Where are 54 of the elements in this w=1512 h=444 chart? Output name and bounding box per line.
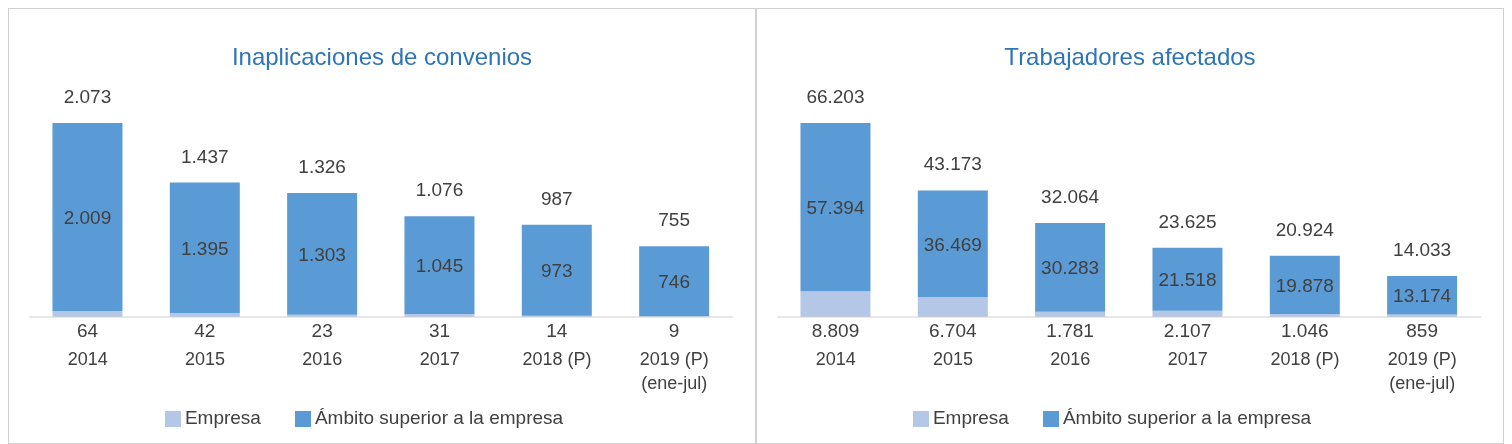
total-label: 43.173 [923, 153, 982, 175]
total-label: 1.437 [181, 145, 229, 167]
x-tick-label: 2015 [184, 349, 226, 369]
data-label: 6.704 [929, 320, 978, 341]
x-tick-label: 2019 (P) (ene-jul) [639, 349, 709, 393]
legend-label: Empresa [184, 407, 261, 428]
x-tick-label: 2016 [302, 349, 343, 369]
x-tick-label: 2018 (P) [522, 349, 592, 369]
data-label: 1.045 [415, 255, 464, 277]
total-label: 23.625 [1158, 210, 1217, 232]
x-tick-label: 2014 [815, 349, 856, 369]
x-tick-label: 2016 [1050, 349, 1091, 369]
total-label: 32.064 [1041, 186, 1100, 208]
x-tick-label: 2014 [67, 349, 108, 369]
data-label: 2.009 [63, 207, 112, 229]
x-tick-label: 2017 [419, 349, 460, 369]
total-label: 987 [540, 187, 573, 209]
data-label: 57.394 [806, 197, 865, 219]
data-label: 1.395 [181, 237, 229, 259]
x-tick-label: 2015 [932, 349, 974, 369]
data-label: 973 [540, 260, 573, 282]
x-tick-label: 2018 (P) [1270, 349, 1340, 369]
data-label: 1.781 [1046, 320, 1094, 341]
total-label: 1.076 [415, 179, 464, 201]
data-label: 64 [76, 320, 99, 341]
total-label: 20.924 [1275, 218, 1335, 240]
total-label: 14.033 [1393, 238, 1452, 260]
data-label: 30.283 [1041, 257, 1100, 279]
total-label: 66.203 [806, 86, 865, 107]
x-tick-label: 2017 [1167, 349, 1208, 369]
total-label: 1.326 [298, 155, 346, 177]
data-label: 859 [1406, 320, 1438, 341]
x-tick-label: 2019 (P) (ene-jul) [1387, 349, 1457, 393]
chart-title: Trabajadores afectados [1003, 43, 1257, 72]
data-label: 746 [658, 271, 690, 293]
data-label: 42 [194, 320, 216, 341]
data-label: 23 [311, 320, 333, 341]
data-label: 13.174 [1393, 285, 1452, 307]
legend-label: Ámbito superior a la empresa [314, 407, 564, 428]
data-label: 36.469 [923, 233, 982, 255]
data-label: 9 [668, 320, 680, 341]
chart-title: Inaplicaciones de convenios [230, 43, 534, 72]
data-label: 19.878 [1275, 274, 1334, 296]
legend-label: Ámbito superior a la empresa [1062, 407, 1312, 428]
data-label: 14 [546, 320, 568, 341]
data-label: 21.518 [1158, 269, 1217, 291]
data-label: 1.303 [298, 243, 346, 265]
data-label: 2.107 [1163, 320, 1212, 341]
legend-label: Empresa [932, 407, 1009, 428]
data-label: 8.809 [811, 320, 860, 341]
total-label: 2.073 [63, 86, 112, 107]
data-label: 1.046 [1281, 320, 1329, 341]
data-label: 31 [428, 320, 451, 341]
total-label: 755 [658, 209, 690, 231]
